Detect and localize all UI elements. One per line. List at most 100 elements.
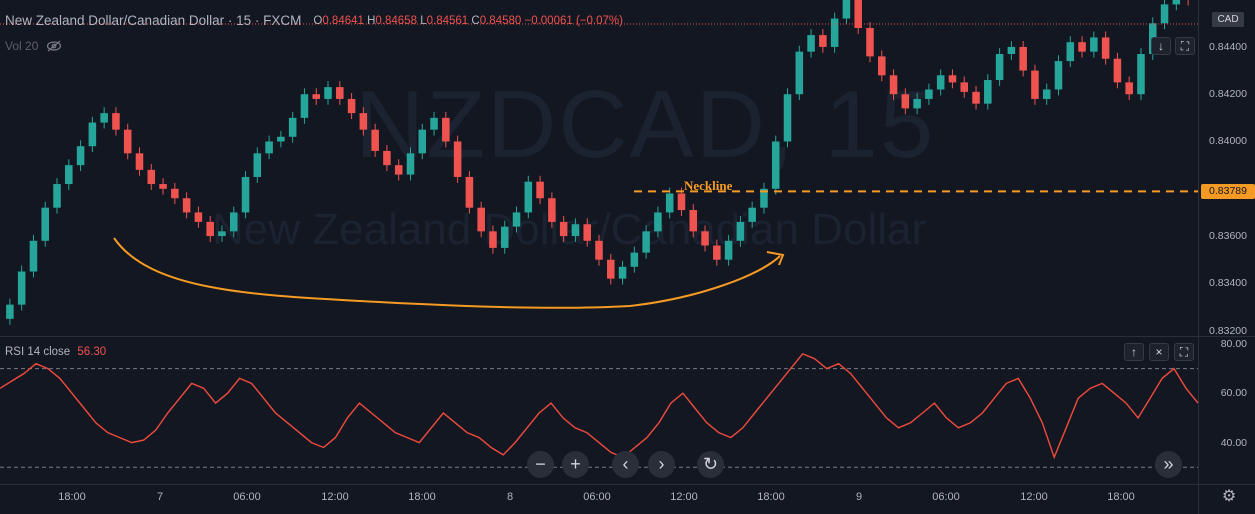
eye-hidden-icon[interactable] — [46, 40, 62, 52]
candle-body — [783, 94, 792, 142]
candle-body — [559, 221, 568, 237]
candle-body — [1019, 46, 1027, 71]
candle-body — [1090, 37, 1098, 52]
time-tick-label: 06:00 — [932, 491, 960, 503]
pane-close-button[interactable]: × — [1149, 343, 1169, 361]
rsi-tick-label: 80.00 — [1220, 337, 1247, 350]
low-label: L — [420, 14, 427, 27]
time-tick-label: 18:00 — [757, 491, 785, 503]
ohlc-values: O0.84641 H0.84658 L0.84561 C0.84580 −0.0… — [313, 15, 623, 27]
time-tick-label: 18:00 — [1107, 491, 1135, 503]
candle-body — [960, 82, 969, 92]
time-tick-label: 8 — [506, 491, 514, 503]
candle-body — [948, 75, 957, 83]
candle-body — [713, 245, 721, 260]
candle-body — [984, 80, 992, 104]
rsi-label: RSI 14 close — [5, 346, 71, 358]
reset-chart-button[interactable]: ↻ — [697, 451, 724, 478]
candle-body — [241, 176, 250, 213]
candle-body — [17, 271, 26, 305]
candle-body — [913, 98, 921, 109]
candle-body — [171, 188, 179, 199]
candle-body — [1160, 4, 1169, 24]
candle-body — [394, 165, 403, 175]
candle-body — [972, 91, 980, 104]
time-tick-label: 12:00 — [1020, 491, 1048, 503]
candle-body — [312, 94, 320, 99]
candle-body — [936, 75, 945, 90]
candle-body — [442, 117, 450, 142]
candle-body — [418, 129, 427, 154]
high-label: H — [367, 14, 376, 27]
candle-body — [1031, 70, 1039, 99]
change-value: −0.00061 (−0.07%) — [524, 14, 623, 27]
candle-body — [1054, 61, 1063, 90]
candle-body — [65, 165, 73, 185]
time-tick-label: 18:00 — [408, 491, 436, 503]
candle-body — [277, 136, 285, 142]
go-to-latest-button[interactable]: » — [1155, 451, 1182, 478]
candle-body — [878, 56, 886, 76]
rsi-line — [0, 352, 1199, 460]
candle-body — [571, 224, 580, 237]
watermark-name: New Zealand Dollar/Canadian Dollar — [212, 205, 927, 254]
rsi-tick-label: 40.00 — [1220, 436, 1247, 449]
candle-body — [607, 259, 615, 279]
time-tick-label: 18:00 — [58, 491, 86, 503]
candle-body — [489, 231, 497, 248]
candle-body — [88, 122, 97, 147]
candle-body — [925, 89, 933, 99]
volume-label: Vol 20 — [5, 39, 39, 53]
candle-body — [889, 75, 898, 95]
candle-body — [41, 207, 50, 241]
candle-body — [406, 153, 415, 175]
neckline-price-tag: 0.83789 — [1201, 183, 1255, 199]
candle-body — [135, 153, 144, 170]
rsi-value: 56.30 — [77, 346, 107, 358]
scroll-right-button[interactable]: › — [648, 451, 675, 478]
candle-body — [112, 113, 120, 130]
rsi-maximize-button[interactable]: ⛶ — [1174, 343, 1194, 361]
candle-body — [1042, 89, 1051, 99]
pane-maximize-button[interactable]: ⛶ — [1175, 37, 1195, 55]
price-tick-label: 0.83400 — [1209, 277, 1247, 290]
candle-body — [206, 221, 214, 237]
close-value: 0.84580 — [479, 14, 522, 27]
price-tick-label: 0.84200 — [1209, 88, 1247, 101]
candle-body — [536, 181, 544, 199]
candle-body — [854, 0, 862, 29]
price-tick-label: 0.84000 — [1209, 135, 1247, 148]
candle-body — [1125, 82, 1133, 95]
currency-badge[interactable]: CAD — [1212, 12, 1244, 27]
settings-gear-icon[interactable]: ⚙ — [1221, 488, 1237, 505]
time-tick-label: 12:00 — [670, 491, 698, 503]
candle-body — [53, 184, 61, 208]
candle-body — [288, 117, 297, 137]
candle-body — [842, 0, 851, 19]
open-value: 0.84641 — [322, 14, 364, 27]
candle-body — [866, 28, 874, 57]
candle-body — [1066, 42, 1075, 62]
candle-body — [147, 169, 156, 185]
rounded-bottom-arc — [113, 237, 781, 309]
candle-body — [760, 188, 768, 208]
price-tick-label: 0.83600 — [1209, 230, 1247, 243]
candle-body — [453, 141, 462, 177]
symbol-title[interactable]: New Zealand Dollar/Canadian Dollar · 15 … — [5, 13, 302, 28]
zoom-in-button[interactable]: + — [562, 451, 589, 478]
candle-body — [76, 146, 85, 166]
neckline-label[interactable]: Neckline — [684, 178, 733, 193]
candle-body — [1172, 0, 1181, 5]
rsi-tick-label: 60.00 — [1220, 387, 1247, 400]
symbol-legend: New Zealand Dollar/Canadian Dollar · 15 … — [5, 13, 623, 28]
scroll-left-button[interactable]: ‹ — [612, 451, 639, 478]
pane-move-up-button[interactable]: ↑ — [1124, 343, 1144, 361]
candle-body — [100, 113, 108, 123]
pane-move-down-button[interactable]: ↓ — [1151, 37, 1171, 55]
zoom-out-button[interactable]: − — [527, 451, 554, 478]
candle-body — [819, 35, 827, 47]
candle-body — [1101, 37, 1110, 59]
time-tick-label: 12:00 — [321, 491, 349, 503]
